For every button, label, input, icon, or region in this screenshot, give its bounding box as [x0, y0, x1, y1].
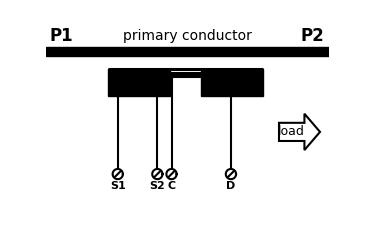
Bar [201, 69, 264, 96]
Bar [46, 47, 328, 56]
Text: primary conductor: primary conductor [123, 29, 251, 42]
Text: S1: S1 [110, 181, 126, 191]
Text: load: load [278, 125, 305, 138]
Text: P2: P2 [300, 27, 324, 45]
Text: D: D [226, 181, 235, 191]
Text: S2: S2 [150, 181, 165, 191]
Text: C: C [168, 181, 176, 191]
Text: P1: P1 [50, 27, 73, 45]
Bar [108, 69, 170, 96]
Polygon shape [279, 114, 320, 150]
